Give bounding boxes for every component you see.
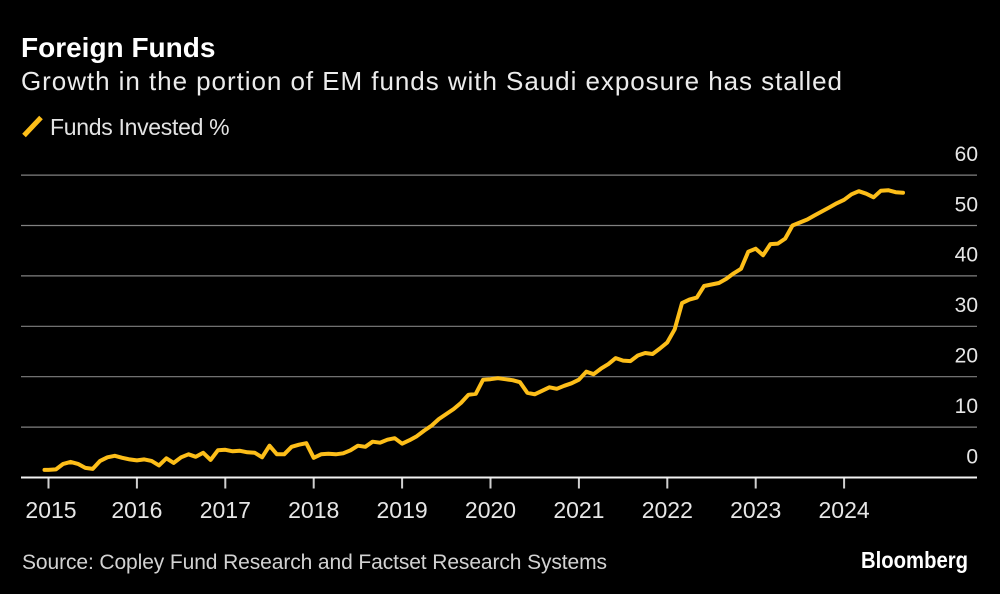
svg-text:40: 40 <box>955 244 978 267</box>
svg-text:2017: 2017 <box>200 497 251 523</box>
svg-text:2015: 2015 <box>25 497 76 523</box>
svg-text:2022: 2022 <box>642 497 693 523</box>
svg-text:2023: 2023 <box>730 497 781 523</box>
svg-text:30: 30 <box>955 294 978 317</box>
svg-text:2019: 2019 <box>377 497 428 523</box>
svg-text:2018: 2018 <box>288 497 339 523</box>
svg-text:2024: 2024 <box>819 497 870 523</box>
svg-text:Bloomberg: Bloomberg <box>861 547 968 573</box>
svg-text:20: 20 <box>955 345 978 368</box>
svg-text:50: 50 <box>955 193 978 216</box>
svg-text:2020: 2020 <box>465 497 516 523</box>
svg-text:2021: 2021 <box>553 497 604 523</box>
svg-text:10: 10 <box>955 395 978 418</box>
svg-text:2016: 2016 <box>111 497 162 523</box>
svg-text:0: 0 <box>966 445 978 468</box>
svg-text:60: 60 <box>955 143 978 166</box>
